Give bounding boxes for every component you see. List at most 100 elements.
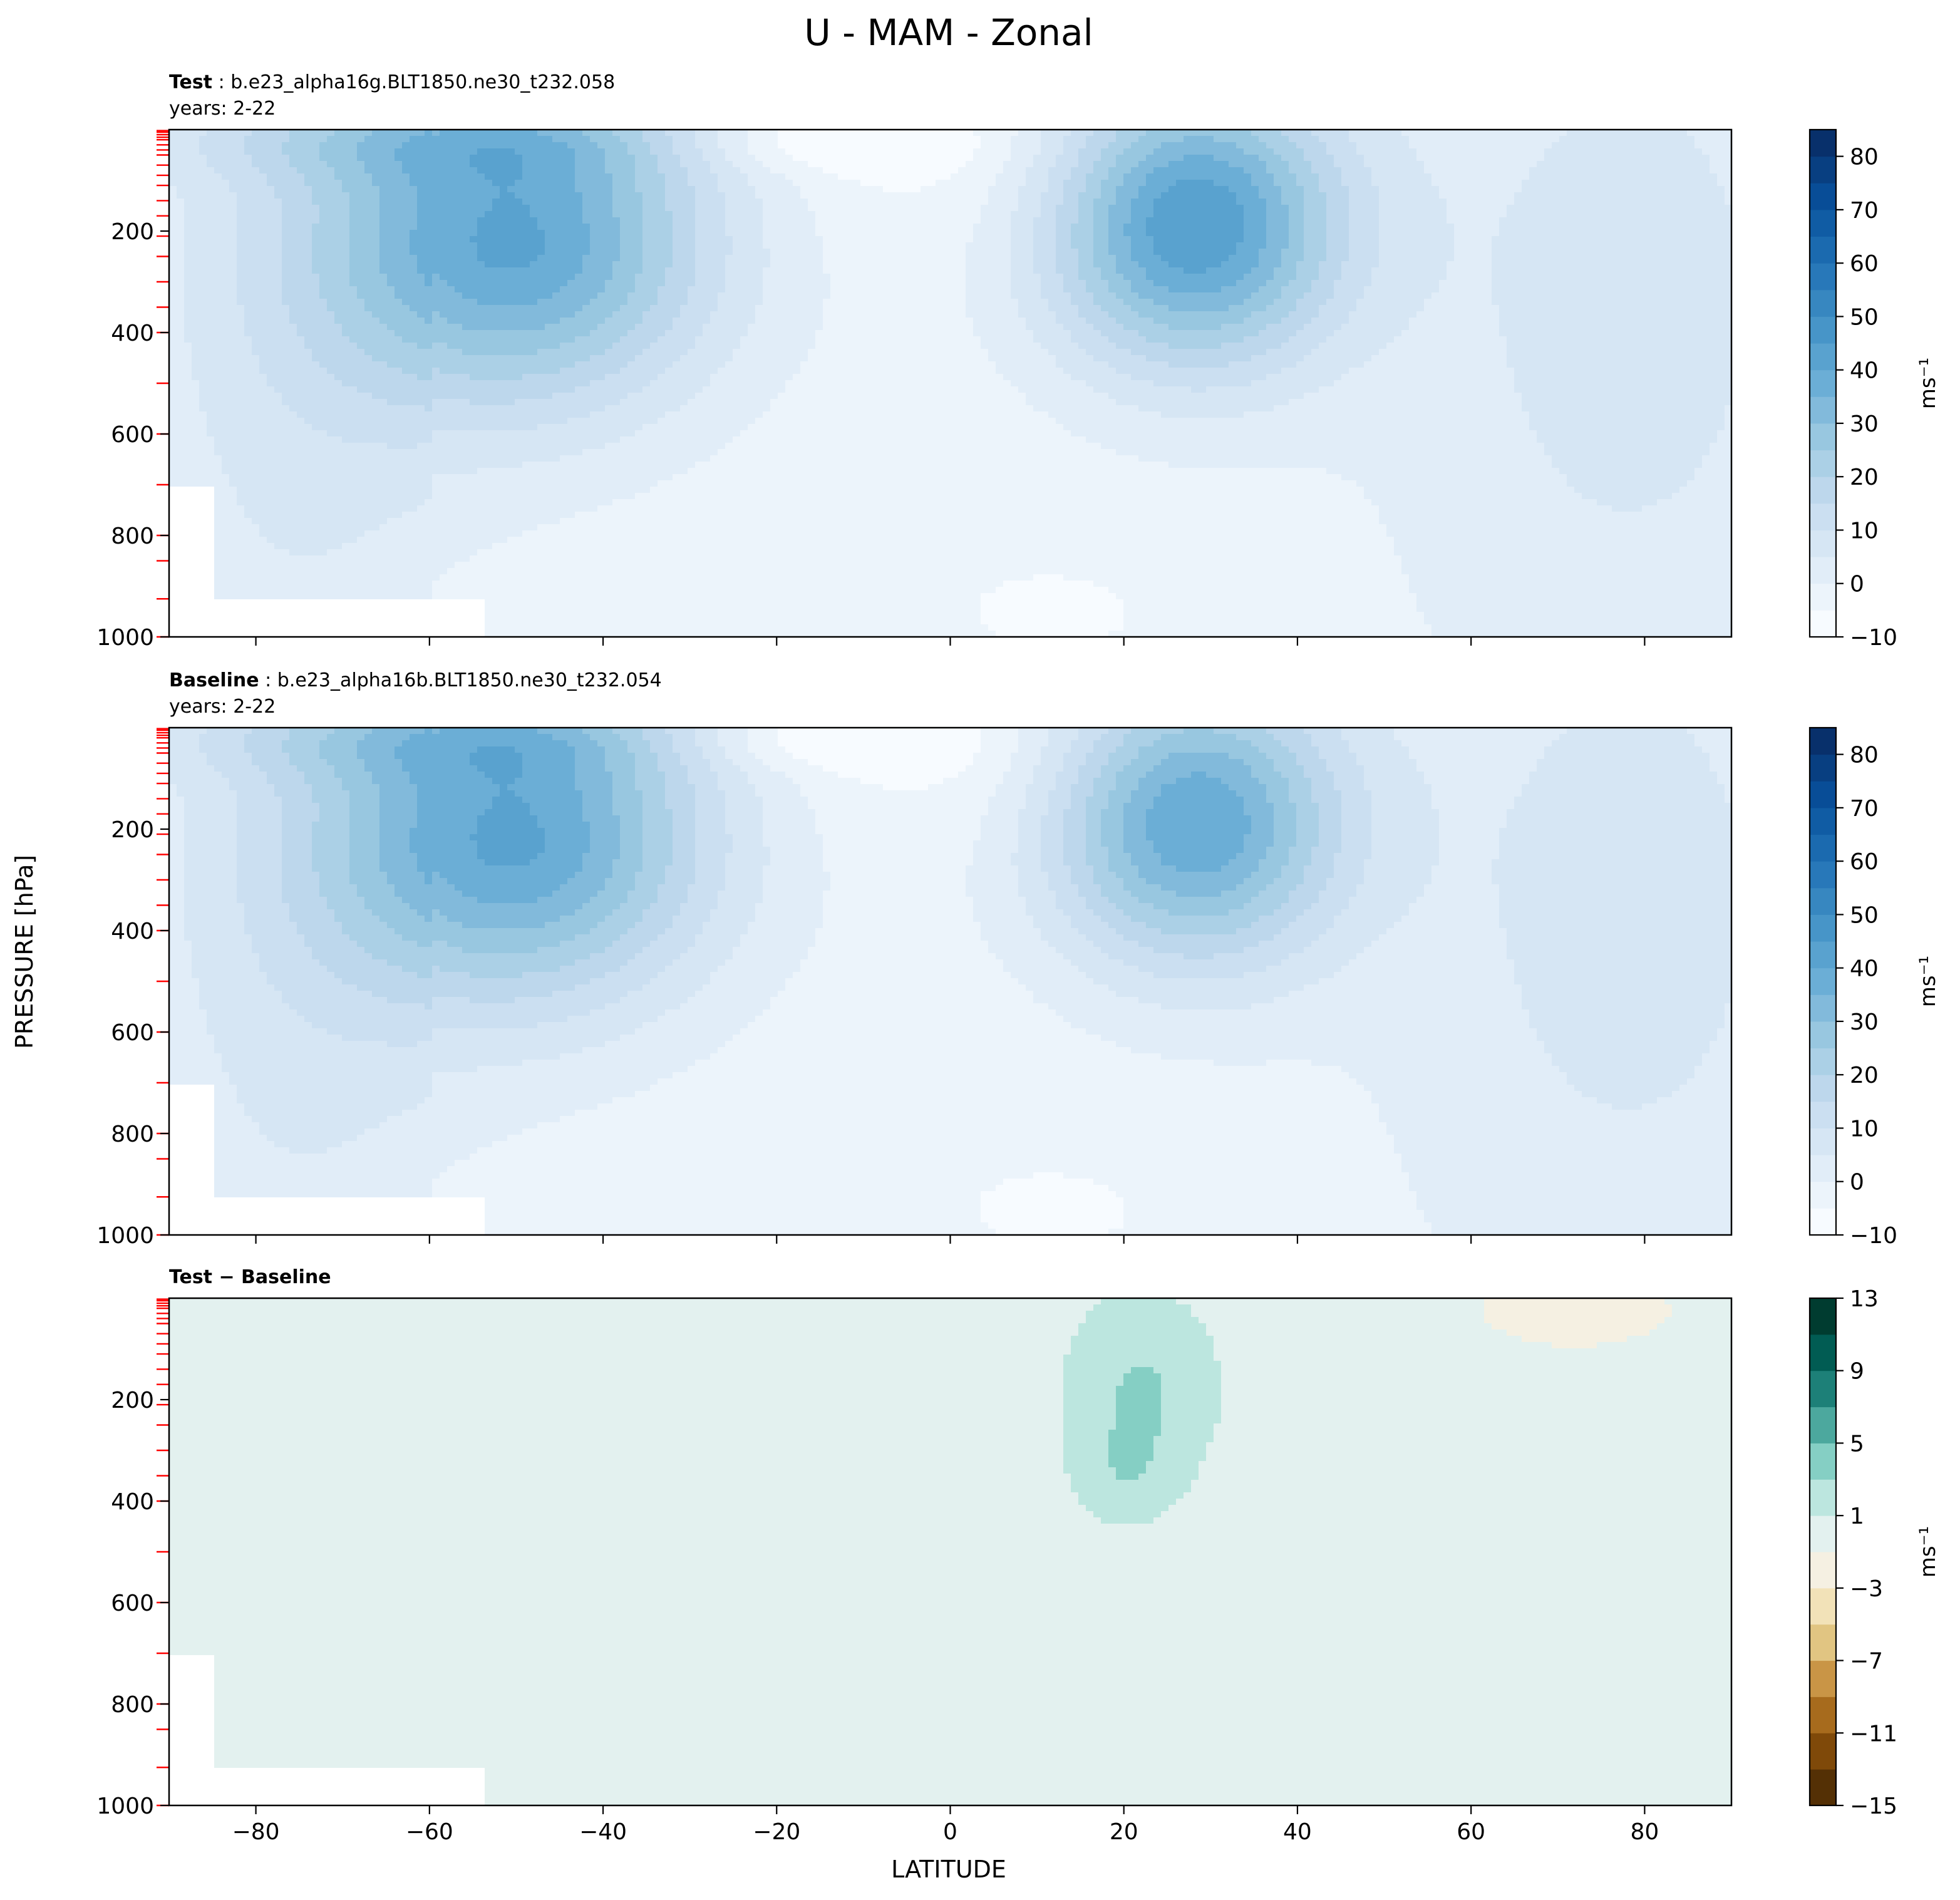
contour-cell	[410, 555, 418, 562]
contour-cell	[229, 512, 237, 519]
contour-cell	[582, 311, 591, 318]
contour-cell	[169, 292, 177, 299]
contour-cell	[252, 411, 260, 418]
contour-cell	[447, 255, 455, 262]
contour-cell	[597, 631, 606, 638]
contour-cell	[334, 361, 343, 368]
contour-cell	[372, 167, 380, 174]
contour-cell	[334, 474, 343, 481]
contour-cell	[169, 393, 177, 400]
contour-cell	[289, 199, 297, 205]
contour-cell	[192, 280, 200, 287]
contour-cell	[327, 430, 335, 437]
contour-cell	[462, 292, 470, 299]
contour-cell	[440, 618, 448, 625]
contour-cell	[349, 443, 358, 450]
contour-cell	[590, 130, 598, 137]
contour-cell	[425, 418, 433, 425]
contour-cell	[477, 393, 485, 400]
contour-cell	[627, 386, 636, 393]
contour-cell	[192, 411, 200, 418]
contour-cell	[522, 305, 530, 312]
contour-cell	[177, 405, 185, 412]
contour-cell	[184, 393, 192, 400]
contour-cell	[605, 148, 613, 155]
contour-cell	[177, 568, 185, 575]
contour-cell	[567, 411, 575, 418]
contour-cell	[334, 618, 343, 625]
contour-cell	[492, 299, 500, 306]
contour-cell	[222, 368, 230, 374]
contour-cell	[229, 318, 237, 324]
contour-cell	[372, 455, 380, 462]
contour-cell	[199, 505, 207, 512]
contour-cell	[417, 449, 425, 456]
contour-cell	[267, 386, 275, 393]
contour-cell	[492, 618, 500, 625]
contour-cell	[530, 161, 538, 168]
contour-cell	[567, 480, 575, 487]
contour-cell	[312, 192, 320, 199]
contour-cell	[184, 505, 192, 512]
contour-cell	[327, 311, 335, 318]
contour-cell	[477, 217, 485, 224]
contour-cell	[184, 205, 192, 212]
contour-cell	[597, 512, 606, 519]
contour-cell	[500, 311, 508, 318]
contour-cell	[342, 311, 350, 318]
contour-cell	[237, 336, 245, 343]
contour-cell	[252, 443, 260, 450]
contour-cell	[582, 474, 591, 481]
contour-cell	[222, 349, 230, 356]
contour-cell	[537, 148, 545, 155]
contour-cell	[184, 430, 192, 437]
contour-cell	[447, 612, 455, 619]
contour-cell	[402, 524, 410, 531]
contour-cell	[582, 361, 591, 368]
contour-cell	[432, 537, 440, 544]
contour-cell	[357, 311, 365, 318]
contour-cell	[432, 261, 440, 268]
contour-cell	[274, 418, 282, 425]
contour-cell	[259, 624, 267, 631]
contour-cell	[379, 211, 388, 218]
contour-cell	[169, 324, 177, 331]
contour-cell	[627, 249, 636, 256]
contour-cell	[530, 568, 538, 575]
contour-cell	[297, 380, 305, 387]
contour-cell	[319, 130, 328, 137]
contour-cell	[252, 499, 260, 506]
contour-cell	[304, 424, 312, 431]
contour-cell	[349, 173, 358, 180]
contour-cell	[372, 155, 380, 162]
contour-cell	[447, 318, 455, 324]
contour-cell	[432, 349, 440, 356]
contour-cell	[379, 217, 388, 224]
contour-cell	[537, 555, 545, 562]
contour-cell	[477, 199, 485, 205]
contour-cell	[410, 443, 418, 450]
contour-cell	[590, 568, 598, 575]
contour-cell	[590, 155, 598, 162]
contour-cell	[410, 386, 418, 393]
contour-cell	[620, 487, 628, 493]
contour-cell	[252, 618, 260, 625]
contour-cell	[312, 512, 320, 519]
contour-cell	[492, 280, 500, 287]
contour-cell	[372, 543, 380, 550]
contour-cell	[395, 524, 403, 531]
contour-cell	[522, 230, 530, 237]
contour-cell	[567, 255, 575, 262]
contour-cell	[297, 386, 305, 393]
contour-cell	[522, 242, 530, 249]
contour-cell	[364, 618, 373, 625]
contour-cell	[342, 399, 350, 406]
contour-cell	[530, 393, 538, 400]
contour-cell	[327, 587, 335, 594]
contour-cell	[485, 224, 493, 230]
contour-cell	[267, 167, 275, 174]
contour-cell	[440, 242, 448, 249]
contour-cell	[567, 562, 575, 569]
contour-cell	[222, 330, 230, 337]
contour-cell	[274, 211, 282, 218]
